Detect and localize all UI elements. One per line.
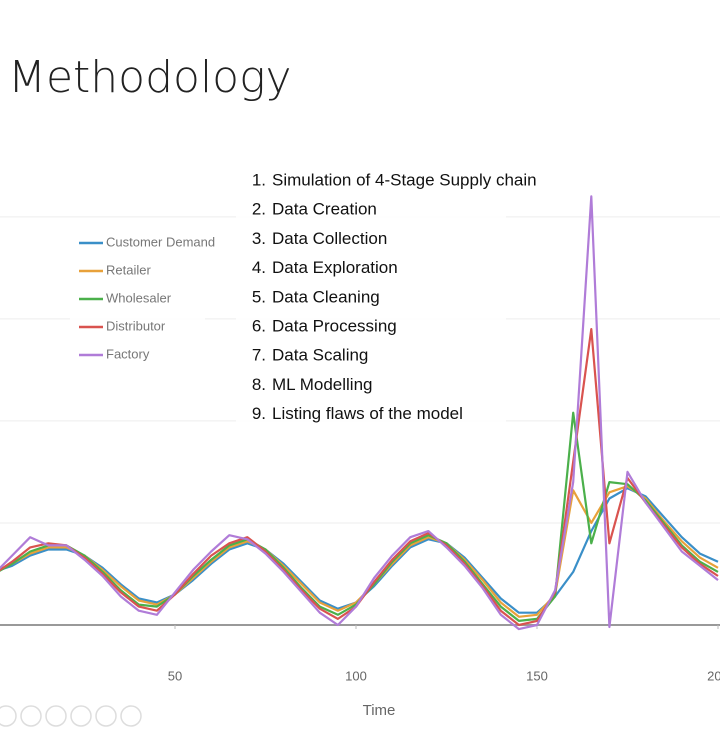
- legend-label: Retailer: [106, 262, 151, 277]
- tool-icon[interactable]: [70, 705, 92, 727]
- list-box: [236, 166, 506, 428]
- list-text: Data Processing: [272, 316, 397, 335]
- legend-label: Wholesaler: [106, 290, 172, 305]
- list-text: Simulation of 4-Stage Supply chain: [272, 170, 537, 189]
- series-line: [0, 195, 719, 631]
- list-text: ML Modelling: [272, 375, 372, 394]
- toolbar: [0, 705, 142, 727]
- series-line: [0, 487, 719, 614]
- tool-icon[interactable]: [0, 705, 17, 727]
- legend-label: Factory: [106, 346, 150, 361]
- list-number: 9.: [252, 404, 266, 423]
- list-text: Data Exploration: [272, 258, 398, 277]
- list-number: 7.: [252, 346, 266, 365]
- x-axis-title: Time: [363, 702, 396, 719]
- x-tick-label: 50: [168, 668, 182, 683]
- list-text: Data Cleaning: [272, 287, 380, 306]
- tool-icon[interactable]: [20, 705, 42, 727]
- series-line: [0, 411, 719, 622]
- list-text: Data Scaling: [272, 346, 368, 365]
- list-text: Data Creation: [272, 200, 377, 219]
- list-text: Listing flaws of the model: [272, 404, 463, 423]
- list: 1. Simulation of 4-Stage Supply chain 2. Da…: [252, 170, 537, 423]
- list-number: 8.: [252, 375, 266, 394]
- tool-icon[interactable]: [45, 705, 67, 727]
- legend: Customer Demand Retailer Wholesaler Distrib…: [79, 234, 215, 361]
- list-number: 3.: [252, 229, 266, 248]
- list-number: 1.: [252, 170, 266, 189]
- list-text: Data Collection: [272, 229, 387, 248]
- lines: [0, 195, 719, 631]
- tool-icon[interactable]: [95, 705, 117, 727]
- x-tick-label: 100: [345, 668, 367, 683]
- list-number: 2.: [252, 200, 266, 219]
- list-number: 5.: [252, 287, 266, 306]
- tool-icon[interactable]: [120, 705, 142, 727]
- legend-label: Distributor: [106, 318, 166, 333]
- x-tick-label: 200: [707, 668, 720, 683]
- list-number: 6.: [252, 316, 266, 335]
- list-number: 4.: [252, 258, 266, 277]
- x-tick-label: 150: [526, 668, 548, 683]
- legend-label: Customer Demand: [106, 234, 215, 249]
- slide-title: Methodology: [8, 52, 292, 103]
- series-line: [0, 485, 719, 618]
